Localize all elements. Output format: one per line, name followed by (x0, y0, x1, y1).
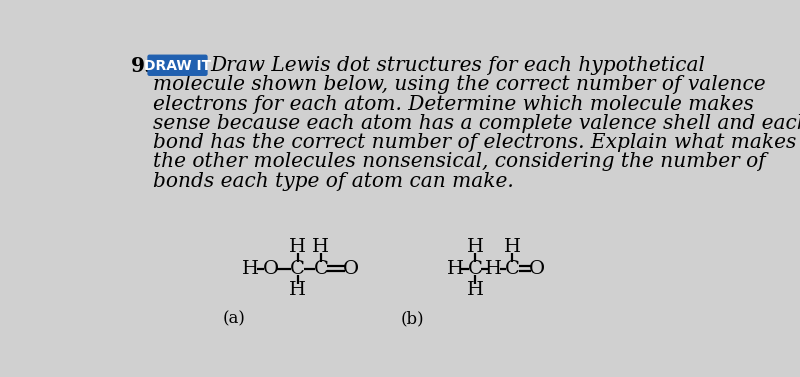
Text: electrons for each atom. Determine which molecule makes: electrons for each atom. Determine which… (153, 95, 754, 113)
Text: C: C (290, 259, 305, 277)
Text: H: H (504, 238, 521, 256)
Text: Draw Lewis dot structures for each hypothetical: Draw Lewis dot structures for each hypot… (210, 56, 705, 75)
Text: O: O (262, 259, 278, 277)
Text: H: H (485, 259, 502, 277)
Text: C: C (314, 259, 328, 277)
Text: C: C (468, 259, 482, 277)
Text: H: H (289, 281, 306, 299)
Text: the other molecules nonsensical, considering the number of: the other molecules nonsensical, conside… (153, 152, 766, 171)
FancyBboxPatch shape (148, 55, 207, 75)
Text: C: C (505, 259, 520, 277)
Text: sense because each atom has a complete valence shell and each: sense because each atom has a complete v… (153, 114, 800, 133)
Text: 9.: 9. (131, 56, 152, 76)
Text: bond has the correct number of electrons. Explain what makes: bond has the correct number of electrons… (153, 133, 796, 152)
Text: H: H (242, 259, 259, 277)
Text: O: O (343, 259, 359, 277)
Text: H: H (312, 238, 330, 256)
Text: H: H (466, 238, 483, 256)
Text: H: H (446, 259, 463, 277)
Text: H: H (466, 281, 483, 299)
Text: (b): (b) (401, 310, 424, 327)
Text: DRAW IT: DRAW IT (144, 59, 211, 73)
Text: O: O (529, 259, 545, 277)
Text: H: H (289, 238, 306, 256)
Text: bonds each type of atom can make.: bonds each type of atom can make. (153, 172, 514, 190)
Text: molecule shown below, using the correct number of valence: molecule shown below, using the correct … (153, 75, 766, 94)
Text: (a): (a) (222, 310, 246, 327)
